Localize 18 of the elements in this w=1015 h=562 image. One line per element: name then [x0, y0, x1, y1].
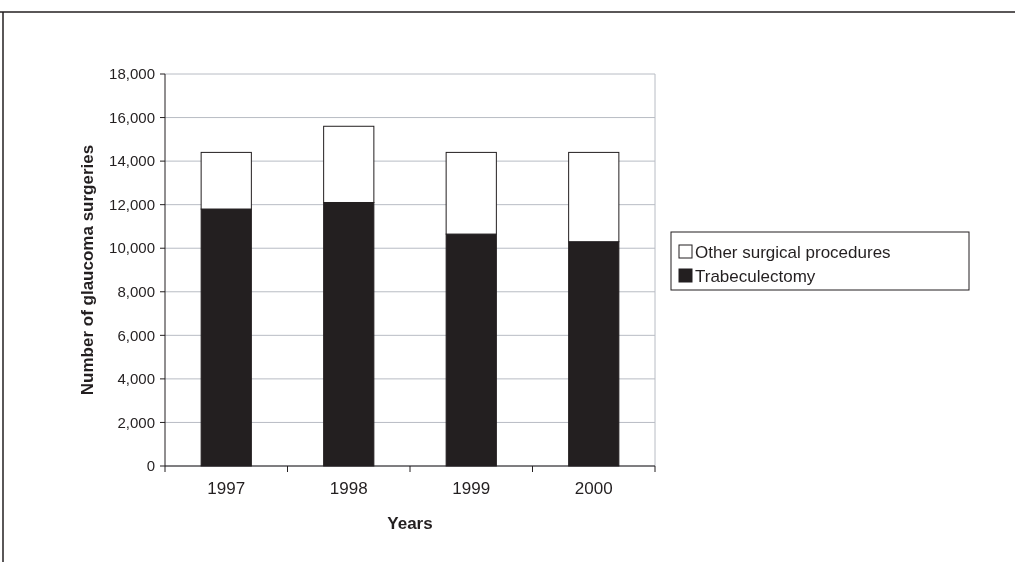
y-tick-label: 18,000: [109, 65, 155, 83]
y-tick-label: 10,000: [109, 239, 155, 257]
y-tick-label: 8,000: [117, 283, 155, 301]
x-axis-title: Years: [387, 514, 433, 533]
legend-label: Trabeculectomy: [695, 266, 816, 286]
y-tick-label: 4,000: [117, 370, 155, 388]
y-tick-label: 14,000: [109, 152, 155, 170]
legend-label: Other surgical procedures: [695, 242, 891, 262]
x-tick-label: 1998: [329, 479, 368, 498]
x-tick-label: 1999: [452, 479, 491, 498]
y-tick-label: 6,000: [117, 326, 155, 344]
y-tick-label: 16,000: [109, 108, 155, 126]
x-tick-label: 1997: [207, 479, 246, 498]
x-tick-label: 2000: [574, 479, 613, 498]
y-tick-label: 2,000: [117, 413, 155, 431]
y-tick-label: 12,000: [109, 195, 155, 213]
y-axis-title: Number of glaucoma surgeries: [78, 144, 97, 396]
y-tick-label: 0: [146, 457, 155, 475]
